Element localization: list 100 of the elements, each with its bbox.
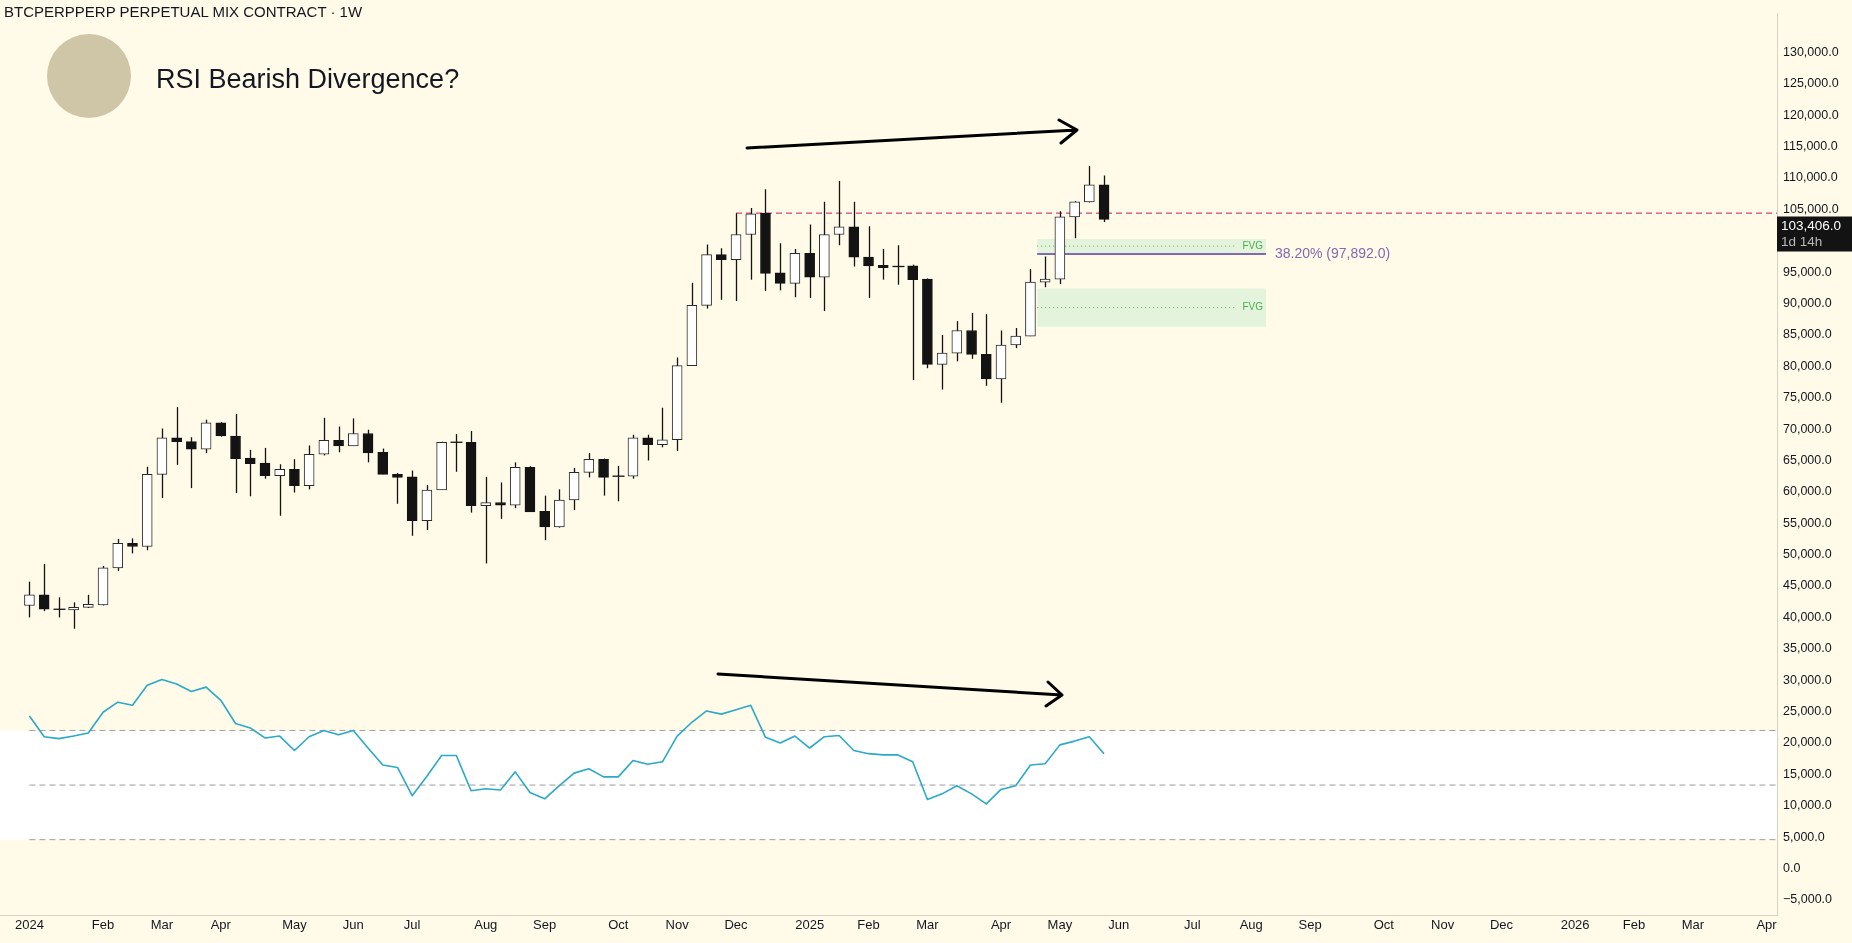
- candlestick: [68, 601, 79, 630]
- x-tick-label: 2025: [795, 917, 825, 933]
- y-tick-label: 55,000.0: [1783, 515, 1832, 530]
- y-tick-label: 70,000.0: [1783, 421, 1832, 436]
- y-tick-label: −5,000.0: [1783, 892, 1833, 907]
- x-tick-label: Sep: [1298, 917, 1322, 933]
- candlestick: [24, 581, 35, 619]
- text: 1d 14h: [1781, 234, 1823, 250]
- candlestick: [804, 223, 815, 299]
- y-tick-label: 110,000.0: [1783, 170, 1838, 185]
- candlestick: [495, 481, 506, 520]
- text: 103,406.0: [1781, 218, 1842, 234]
- candlestick: [715, 247, 727, 301]
- candlestick: [1010, 327, 1022, 349]
- candlestick: [730, 212, 742, 302]
- candlestick: [259, 447, 271, 480]
- candlestick: [112, 538, 124, 572]
- candlestick: [583, 452, 595, 479]
- candlestick: [863, 225, 874, 299]
- y-tick-label: 105,000.0: [1783, 201, 1839, 216]
- candlestick: [333, 425, 344, 453]
- candlestick: [318, 417, 330, 457]
- x-tick-label: Jun: [1108, 917, 1130, 933]
- x-tick-label: Feb: [857, 917, 880, 933]
- y-tick-label: 20,000.0: [1783, 735, 1832, 750]
- candlestick: [1039, 255, 1051, 288]
- y-tick-label: 35,000.0: [1783, 641, 1832, 656]
- candlestick: [774, 242, 786, 291]
- y-tick-label: 115,000.0: [1783, 139, 1838, 154]
- candlestick: [289, 458, 300, 494]
- y-tick-label: 75,000.0: [1783, 390, 1832, 405]
- y-tick-label: 50,000.0: [1783, 547, 1832, 562]
- y-tick-label: 5,000.0: [1783, 829, 1825, 844]
- y-tick-label: 15,000.0: [1783, 766, 1832, 781]
- y-tick-label: 95,000.0: [1783, 264, 1832, 279]
- y-tick-label: 25,000.0: [1783, 704, 1832, 719]
- candlestick: [951, 320, 963, 362]
- x-tick-label: Aug: [1239, 917, 1263, 933]
- y-tick-label: 120,000.0: [1783, 107, 1839, 122]
- x-tick-label: Mar: [1681, 917, 1705, 933]
- y-tick-label: 0.0: [1783, 861, 1801, 875]
- text: RSI Bearish Divergence?: [156, 64, 460, 95]
- x-tick-label: Jul: [1184, 917, 1201, 933]
- candlestick: [539, 494, 550, 541]
- candlestick: [186, 436, 197, 489]
- y-tick-label: 125,000.0: [1783, 76, 1839, 91]
- y-tick-label: 30,000.0: [1783, 672, 1832, 687]
- candlestick: [745, 207, 757, 281]
- candlestick: [936, 334, 948, 391]
- x-tick-label: Dec: [724, 917, 749, 933]
- candlestick: [377, 447, 389, 475]
- x-tick-label: May: [1047, 917, 1073, 933]
- x-tick-label: Sep: [533, 917, 557, 933]
- y-tick-label: 10,000.0: [1783, 798, 1832, 813]
- candlestick: [392, 472, 403, 505]
- x-tick-label: Apr: [1756, 917, 1778, 933]
- y-tick-label: 65,000.0: [1783, 452, 1832, 467]
- y-tick-label: 130,000.0: [1783, 44, 1839, 59]
- ref-line-label: 38.20% (97,892.0): [1274, 244, 1391, 261]
- x-tick-label: Oct: [608, 917, 629, 933]
- x-tick-label: Oct: [1373, 917, 1395, 933]
- x-tick-label: Dec: [1489, 917, 1514, 933]
- y-tick-label: 85,000.0: [1783, 327, 1832, 342]
- x-tick-label: Apr: [990, 917, 1012, 933]
- chart-title: BTCPERPPERP PERPETUAL MIX CONTRACT · 1W: [4, 3, 363, 20]
- candlestick: [274, 463, 286, 517]
- candlestick: [657, 407, 668, 448]
- candlestick: [598, 457, 609, 497]
- x-tick-label: Feb: [1622, 917, 1646, 933]
- y-tick-label: 40,000.0: [1783, 609, 1832, 624]
- x-tick-label: Jul: [403, 917, 421, 933]
- y-tick-label: 45,000.0: [1783, 578, 1832, 593]
- x-tick-label: Mar: [150, 917, 174, 933]
- candlestick: [966, 312, 977, 360]
- x-tick-label: Nov: [1431, 917, 1455, 933]
- candlestick: [1084, 165, 1095, 204]
- candlestick: [480, 476, 492, 565]
- candlestick: [38, 563, 50, 612]
- candlestick: [244, 449, 256, 497]
- y-tick-label: 60,000.0: [1783, 484, 1832, 499]
- candlestick: [642, 434, 654, 462]
- x-tick-label: Jun: [342, 917, 364, 933]
- candlestick: [877, 248, 889, 281]
- x-tick-label: Mar: [916, 917, 940, 933]
- candlestick: [230, 413, 241, 494]
- x-tick-label: Apr: [210, 917, 232, 933]
- candlestick: [980, 313, 992, 387]
- band-label: FVG: [1242, 239, 1264, 251]
- y-tick-label: 90,000.0: [1783, 295, 1832, 310]
- y-tick-label: 80,000.0: [1783, 358, 1832, 373]
- x-tick-label: Feb: [91, 917, 115, 933]
- x-tick-label: Aug: [474, 917, 498, 933]
- band-label: FVG: [1242, 301, 1264, 313]
- candlestick: [347, 417, 359, 447]
- x-tick-label: Nov: [665, 917, 690, 933]
- candlestick: [1069, 200, 1080, 239]
- candlestick: [907, 263, 919, 381]
- x-tick-label: 2026: [1560, 917, 1590, 933]
- x-tick-label: May: [282, 917, 308, 933]
- candlestick: [362, 429, 374, 464]
